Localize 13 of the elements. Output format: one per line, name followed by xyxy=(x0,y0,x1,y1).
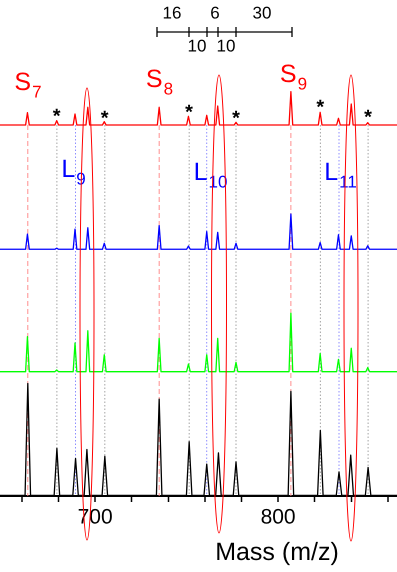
text: 16 xyxy=(162,4,182,23)
annotation: * xyxy=(316,96,324,119)
annotation: * xyxy=(232,108,240,130)
annotation: * xyxy=(185,102,194,124)
x-axis-title: Mass (m/z) xyxy=(215,538,339,566)
text: 6 xyxy=(210,4,220,23)
annotation: * xyxy=(100,108,109,130)
text: 10 xyxy=(216,36,236,56)
annotation: * xyxy=(52,106,61,128)
x-tick-label: 800 xyxy=(260,505,296,528)
text: 10 xyxy=(188,36,206,56)
annotation: * xyxy=(364,106,372,129)
text: 30 xyxy=(252,4,272,23)
